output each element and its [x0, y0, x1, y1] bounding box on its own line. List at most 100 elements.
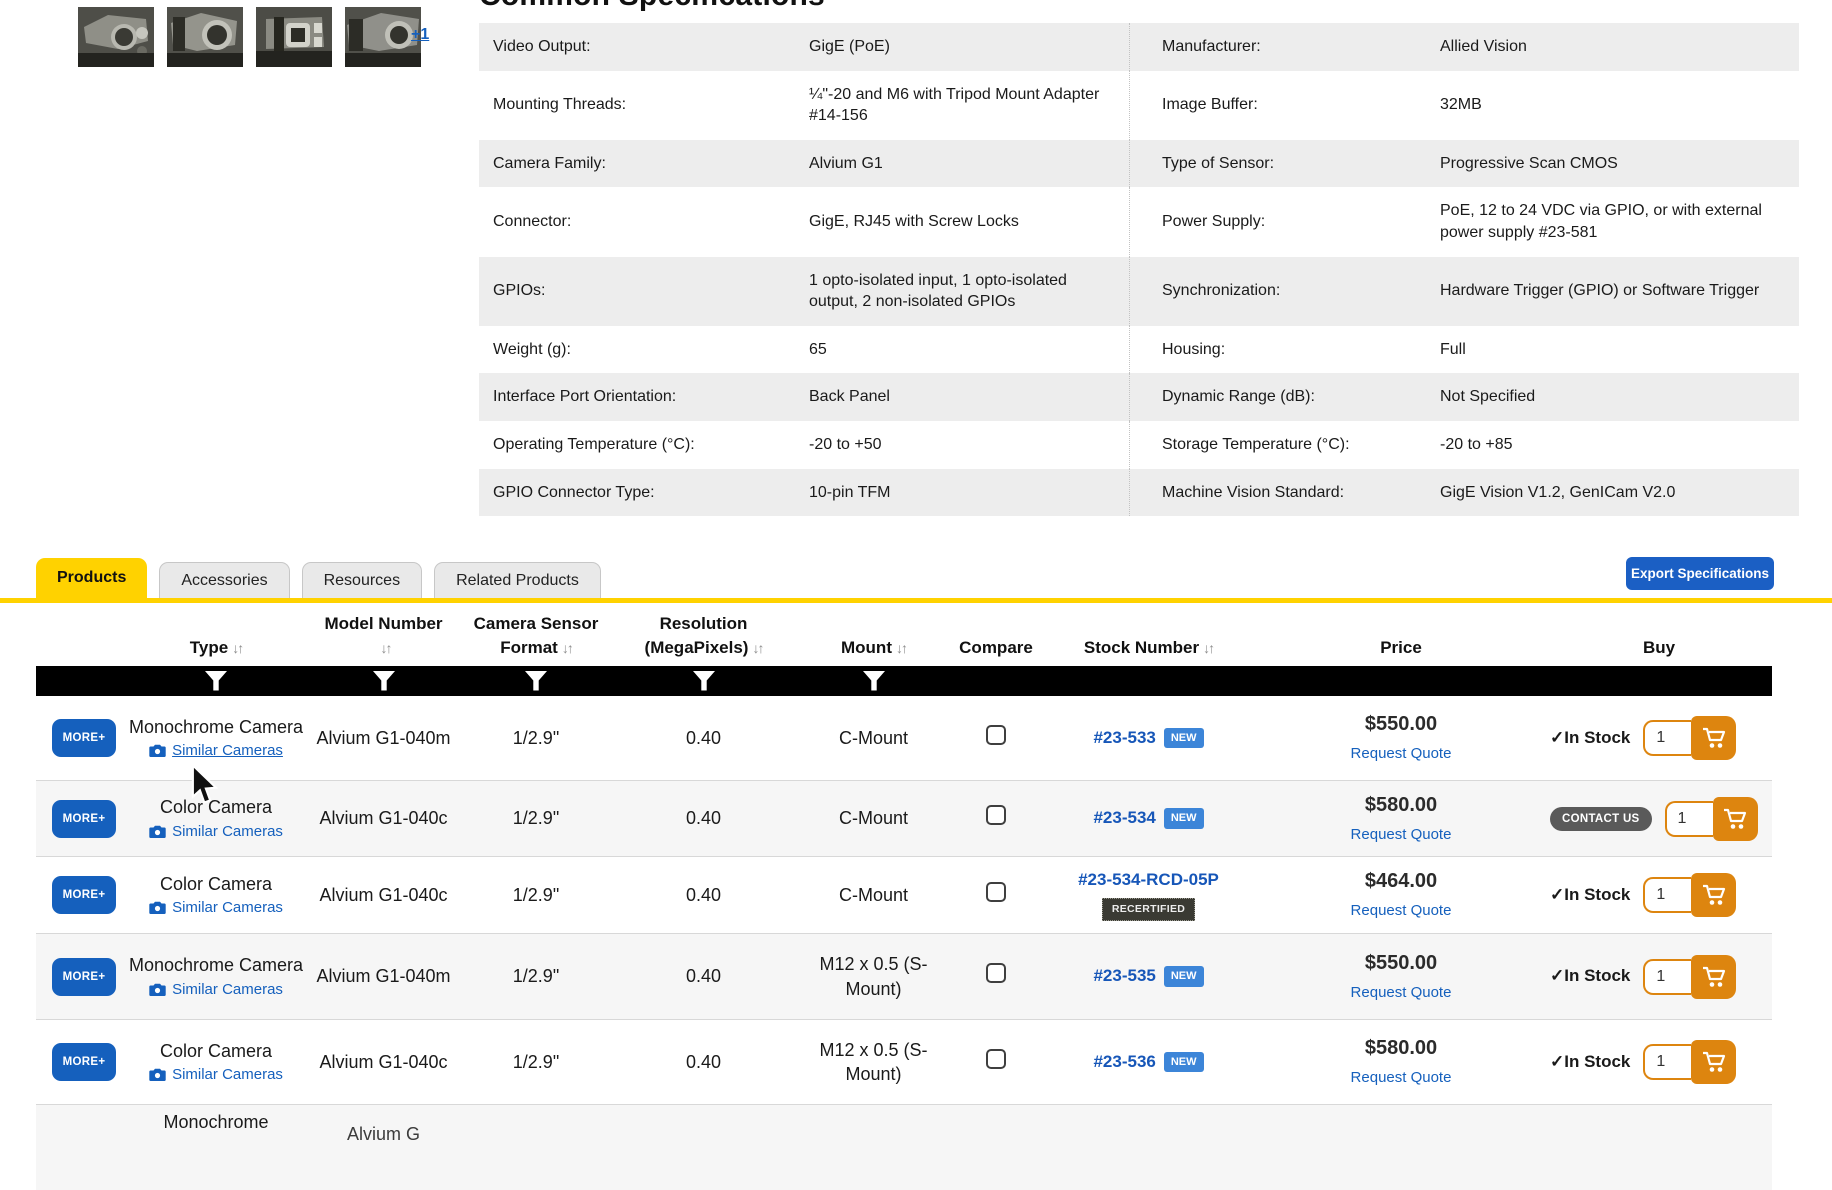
- more-button[interactable]: MORE+: [52, 719, 116, 757]
- resolution: 0.40: [685, 884, 722, 905]
- spec-label: Housing:: [1162, 340, 1226, 358]
- model-number: Alvium G1-040m: [316, 727, 451, 748]
- cart-icon: [1702, 966, 1725, 987]
- model-number: Alvium G1-040m: [316, 966, 451, 987]
- header-resolution[interactable]: Resolution (MegaPixels) ↓↑: [644, 613, 765, 658]
- sort-icon[interactable]: ↓↑: [752, 640, 764, 657]
- quantity-input[interactable]: [1664, 800, 1713, 837]
- model-number: Alvium G: [346, 1124, 420, 1144]
- compare-checkbox[interactable]: [986, 881, 1006, 902]
- compare-checkbox[interactable]: [986, 805, 1006, 826]
- price: $580.00: [1364, 793, 1438, 816]
- more-button[interactable]: MORE+: [52, 957, 116, 996]
- spec-value: Full: [1440, 340, 1466, 358]
- product-thumbnail-1[interactable]: [78, 7, 154, 67]
- more-button[interactable]: MORE+: [52, 876, 116, 914]
- header-model-number[interactable]: Model Number ↓↑: [324, 613, 443, 657]
- spec-value: 10-pin TFM: [809, 483, 891, 501]
- product-thumbnail-4[interactable]: [345, 7, 421, 67]
- add-to-cart-button[interactable]: [1691, 873, 1737, 917]
- request-quote-link[interactable]: Request Quote: [1350, 825, 1452, 843]
- add-to-cart-button[interactable]: [1691, 1040, 1737, 1084]
- similar-cameras-link[interactable]: Similar Cameras: [126, 741, 306, 761]
- add-to-cart-button[interactable]: [1691, 716, 1737, 760]
- cart-icon: [1724, 808, 1747, 829]
- stock-number-link[interactable]: #23-534-RCD-05P: [1078, 870, 1219, 890]
- add-to-cart-button[interactable]: [1712, 796, 1758, 841]
- mount: M12 x 0.5 (S-Mount): [819, 1039, 928, 1084]
- filter-mount-icon[interactable]: [796, 671, 951, 691]
- request-quote-link[interactable]: Request Quote: [1350, 983, 1452, 1001]
- sort-icon[interactable]: ↓↑: [232, 640, 244, 657]
- tab-resources[interactable]: Resources: [301, 562, 423, 598]
- spec-value: -20 to +50: [809, 435, 882, 453]
- compare-checkbox[interactable]: [986, 1048, 1006, 1069]
- product-row: MORE+ Color Camera Similar Cameras Alviu…: [36, 781, 1772, 857]
- compare-checkbox[interactable]: [986, 963, 1006, 984]
- more-button[interactable]: MORE+: [52, 799, 116, 838]
- header-stock-number[interactable]: Stock Number ↓↑: [1083, 638, 1215, 658]
- check-icon: ✓: [1550, 966, 1565, 986]
- stock-number-link[interactable]: #23-534: [1093, 808, 1156, 828]
- tab-accessories[interactable]: Accessories: [159, 562, 290, 598]
- spec-value: 65: [809, 340, 827, 358]
- header-mount[interactable]: Mount ↓↑: [841, 638, 908, 658]
- header-type[interactable]: Type ↓↑: [189, 638, 244, 658]
- similar-cameras-link[interactable]: Similar Cameras: [126, 980, 306, 1000]
- export-specifications-button[interactable]: Export Specifications: [1626, 557, 1774, 590]
- sensor-format: 1/2.9": [512, 966, 560, 987]
- more-images-link[interactable]: +1: [411, 26, 430, 43]
- request-quote-link[interactable]: Request Quote: [1350, 902, 1452, 920]
- compare-checkbox[interactable]: [986, 724, 1006, 745]
- quantity-input[interactable]: [1643, 720, 1692, 756]
- quantity-input[interactable]: [1643, 958, 1692, 995]
- request-quote-link[interactable]: Request Quote: [1350, 1069, 1452, 1087]
- resolution: 0.40: [685, 966, 722, 987]
- check-icon: ✓: [1550, 884, 1565, 904]
- header-compare: Compare: [959, 638, 1033, 658]
- stock-number-link[interactable]: #23-533: [1093, 727, 1156, 747]
- add-to-cart-button[interactable]: [1691, 954, 1737, 999]
- filter-type-icon[interactable]: [126, 671, 306, 691]
- stock-number-link[interactable]: #23-535: [1093, 966, 1156, 986]
- product-thumbnail-3[interactable]: [256, 7, 332, 67]
- price: $550.00: [1364, 951, 1438, 974]
- sort-icon[interactable]: ↓↑: [380, 640, 393, 657]
- spec-label: Machine Vision Standard:: [1162, 483, 1345, 501]
- product-thumbnail-2[interactable]: [167, 7, 243, 67]
- availability-status: ✓In Stock: [1550, 727, 1631, 747]
- spec-label: Dynamic Range (dB):: [1162, 388, 1315, 406]
- spec-row: Weight (g): 65 Housing: Full: [479, 325, 1799, 374]
- spec-label: Manufacturer:: [1162, 38, 1261, 55]
- price: $550.00: [1364, 713, 1438, 736]
- tab-related-products[interactable]: Related Products: [434, 562, 601, 598]
- quantity-input[interactable]: [1643, 877, 1692, 913]
- tab-products[interactable]: Products: [36, 558, 148, 598]
- new-badge: NEW: [1163, 808, 1204, 829]
- stock-number-link[interactable]: #23-536: [1093, 1051, 1156, 1071]
- more-button[interactable]: MORE+: [52, 1043, 116, 1081]
- spec-value: Alvium G1: [809, 154, 883, 172]
- filter-bar: [36, 666, 1772, 696]
- mount: C-Mount: [838, 808, 909, 829]
- similar-cameras-link[interactable]: Similar Cameras: [126, 1065, 306, 1085]
- spec-label: GPIOs:: [493, 282, 546, 300]
- product-type: Monochrome: [163, 1112, 269, 1132]
- filter-format-icon[interactable]: [461, 671, 611, 691]
- header-camera-sensor-format[interactable]: Camera Sensor Format ↓↑: [473, 613, 599, 658]
- filter-model-icon[interactable]: [306, 671, 461, 691]
- mount: C-Mount: [838, 727, 909, 748]
- resolution: 0.40: [685, 1051, 722, 1072]
- check-icon: ✓: [1550, 1051, 1565, 1071]
- filter-resolution-icon[interactable]: [611, 671, 796, 691]
- spec-value: GigE (PoE): [809, 38, 890, 55]
- quantity-input[interactable]: [1643, 1044, 1692, 1080]
- contact-us-button[interactable]: CONTACT US: [1550, 806, 1652, 831]
- sort-icon[interactable]: ↓↑: [1203, 640, 1215, 657]
- sort-icon[interactable]: ↓↑: [561, 640, 574, 657]
- request-quote-link[interactable]: Request Quote: [1350, 745, 1452, 763]
- similar-cameras-link[interactable]: Similar Cameras: [126, 898, 306, 918]
- sort-icon[interactable]: ↓↑: [895, 640, 908, 657]
- similar-cameras-link[interactable]: Similar Cameras: [126, 822, 306, 842]
- model-number: Alvium G1-040c: [319, 884, 448, 905]
